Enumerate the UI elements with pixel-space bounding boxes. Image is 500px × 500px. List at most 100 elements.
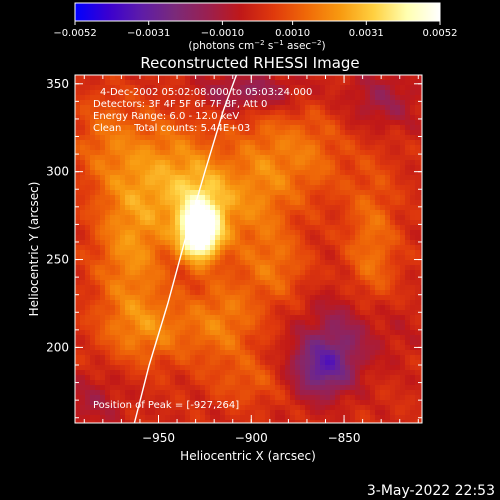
heatmap-cell	[300, 210, 306, 216]
heatmap-cell	[365, 365, 371, 371]
heatmap-cell	[380, 215, 386, 221]
heatmap-cell	[295, 210, 301, 216]
heatmap-cell	[190, 145, 196, 151]
heatmap-cell	[265, 370, 271, 376]
heatmap-cell	[325, 285, 331, 291]
heatmap-cell	[115, 350, 121, 356]
heatmap-cell	[295, 270, 301, 276]
heatmap-cell	[240, 245, 246, 251]
heatmap-cell	[310, 260, 316, 266]
heatmap-cell	[345, 340, 351, 346]
heatmap-cell	[150, 80, 156, 86]
heatmap-cell	[200, 255, 206, 261]
heatmap-cell	[85, 180, 91, 186]
heatmap-cell	[375, 335, 381, 341]
heatmap-cell	[75, 210, 81, 216]
heatmap-cell	[340, 400, 346, 406]
heatmap-cell	[155, 310, 161, 316]
heatmap-cell	[290, 80, 296, 86]
heatmap-cell	[140, 325, 146, 331]
heatmap-cell	[270, 355, 276, 361]
heatmap-cell	[110, 230, 116, 236]
heatmap-cell	[340, 345, 346, 351]
heatmap-cell	[345, 325, 351, 331]
heatmap-cell	[135, 145, 141, 151]
heatmap-cell	[395, 235, 401, 241]
heatmap-cell	[225, 300, 231, 306]
heatmap-cell	[330, 90, 336, 96]
heatmap-cell	[185, 95, 191, 101]
heatmap-cell	[250, 395, 256, 401]
heatmap-cell	[360, 85, 366, 91]
heatmap-cell	[145, 150, 151, 156]
heatmap-cell	[240, 210, 246, 216]
heatmap-cell	[85, 200, 91, 206]
heatmap-cell	[310, 390, 316, 396]
heatmap-cell	[130, 170, 136, 176]
heatmap-cell	[235, 330, 241, 336]
heatmap-cell	[125, 250, 131, 256]
heatmap-cell	[290, 235, 296, 241]
heatmap-cell	[195, 135, 201, 141]
heatmap-cell	[80, 175, 86, 181]
heatmap-cell	[330, 155, 336, 161]
heatmap-cell	[155, 205, 161, 211]
heatmap-cell	[400, 420, 406, 423]
heatmap-cell	[360, 215, 366, 221]
heatmap-cell	[140, 280, 146, 286]
heatmap-cell	[420, 125, 422, 131]
heatmap-cell	[240, 305, 246, 311]
heatmap-cell	[165, 100, 171, 106]
heatmap-cell	[420, 220, 422, 226]
heatmap-cell	[355, 105, 361, 111]
heatmap-cell	[160, 105, 166, 111]
heatmap-cell	[305, 205, 311, 211]
heatmap-cell	[355, 85, 361, 91]
heatmap-cell	[365, 395, 371, 401]
heatmap-cell	[205, 130, 211, 136]
heatmap-cell	[345, 120, 351, 126]
heatmap-cell	[140, 335, 146, 341]
heatmap-cell	[265, 365, 271, 371]
heatmap-cell	[390, 135, 396, 141]
heatmap-cell	[125, 85, 131, 91]
heatmap-cell	[255, 415, 261, 421]
heatmap-cell	[390, 310, 396, 316]
heatmap-cell	[180, 180, 186, 186]
heatmap-cell	[310, 355, 316, 361]
heatmap-cell	[310, 405, 316, 411]
heatmap-cell	[405, 95, 411, 101]
heatmap-cell	[125, 240, 131, 246]
heatmap-cell	[130, 135, 136, 141]
heatmap-cell	[405, 305, 411, 311]
heatmap-cell	[410, 390, 416, 396]
heatmap-cell	[305, 280, 311, 286]
heatmap-cell	[220, 145, 226, 151]
heatmap-cell	[110, 385, 116, 391]
heatmap-cell	[170, 355, 176, 361]
heatmap-cell	[225, 395, 231, 401]
heatmap-cell	[245, 305, 251, 311]
heatmap-cell	[390, 400, 396, 406]
heatmap-cell	[285, 85, 291, 91]
heatmap-cell	[185, 155, 191, 161]
heatmap-cell	[240, 405, 246, 411]
heatmap-cell	[135, 260, 141, 266]
heatmap-cell	[300, 190, 306, 196]
heatmap-cell	[305, 390, 311, 396]
heatmap-cell	[160, 90, 166, 96]
heatmap-cell	[90, 180, 96, 186]
heatmap-cell	[225, 390, 231, 396]
heatmap-cell	[155, 355, 161, 361]
heatmap-cell	[380, 345, 386, 351]
heatmap-cell	[175, 310, 181, 316]
heatmap-cell	[355, 330, 361, 336]
heatmap-cell	[120, 270, 126, 276]
heatmap-cell	[105, 285, 111, 291]
heatmap-cell	[145, 165, 151, 171]
heatmap-cell	[245, 375, 251, 381]
heatmap-cell	[270, 340, 276, 346]
heatmap-cell	[310, 305, 316, 311]
heatmap-cell	[115, 140, 121, 146]
heatmap-cell	[210, 140, 216, 146]
